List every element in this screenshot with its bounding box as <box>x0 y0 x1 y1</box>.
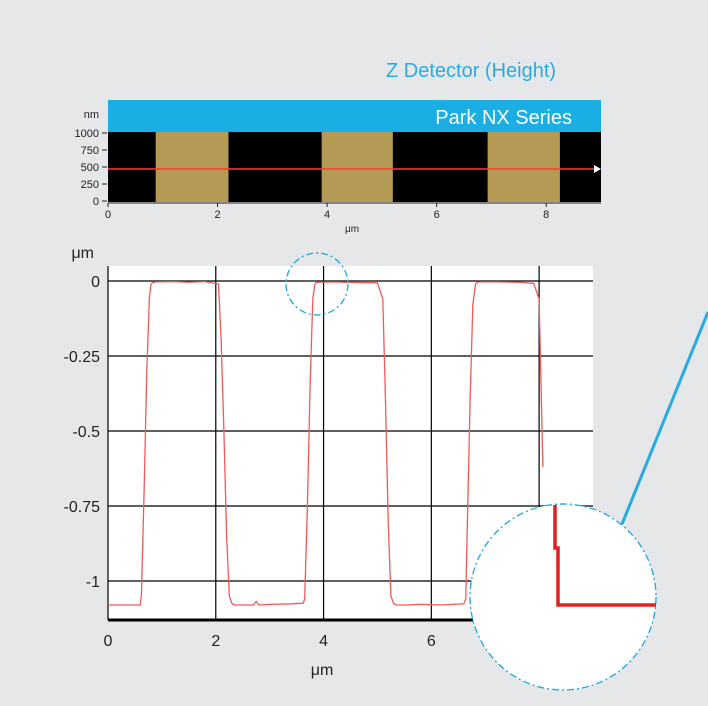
y-tick-label: -0.75 <box>64 499 101 516</box>
strip-x-axis-label: μm <box>345 224 359 235</box>
strip-y-tick-label: 500 <box>81 162 99 174</box>
strip-unit-label: nm <box>84 109 99 121</box>
y-tick-label: -1 <box>86 574 100 591</box>
strip-pad <box>487 132 560 202</box>
highlight-circle <box>285 252 349 316</box>
strip-x-tick-label: 2 <box>214 209 220 221</box>
strip-x-tick-label: 8 <box>543 209 549 221</box>
strip-y-tick-label: 1000 <box>75 128 99 140</box>
scan-arrow-icon <box>594 165 601 173</box>
strip-banner-text: Park NX Series <box>435 107 572 129</box>
x-axis-label: μm <box>311 662 334 679</box>
zoom-profile-line <box>553 505 656 607</box>
x-tick-label: 2 <box>211 633 220 650</box>
strip-x-tick-label: 6 <box>434 209 440 221</box>
strip-x-tick-label: 0 <box>105 209 111 221</box>
x-tick-label: 6 <box>427 633 436 650</box>
strip-y-tick-label: 250 <box>81 179 99 191</box>
y-tick-label: 0 <box>91 274 100 291</box>
y-axis-label: μm <box>71 245 94 262</box>
zoom-circle <box>469 503 657 691</box>
strip-y-tick-label: 750 <box>81 145 99 157</box>
strip-y-tick-label: 0 <box>93 196 99 208</box>
strip-pad <box>155 132 229 202</box>
x-tick-label: 0 <box>104 633 113 650</box>
chart-header-title: Z Detector (Height) <box>386 60 557 82</box>
strip-pad <box>321 132 393 202</box>
strip-x-tick-label: 4 <box>324 209 330 221</box>
x-tick-label: 4 <box>319 633 328 650</box>
zoom-connector-line <box>620 311 708 525</box>
profile-line <box>108 280 544 606</box>
y-tick-label: -0.5 <box>72 424 100 441</box>
y-tick-label: -0.25 <box>64 349 101 366</box>
strip-banner <box>108 100 601 132</box>
